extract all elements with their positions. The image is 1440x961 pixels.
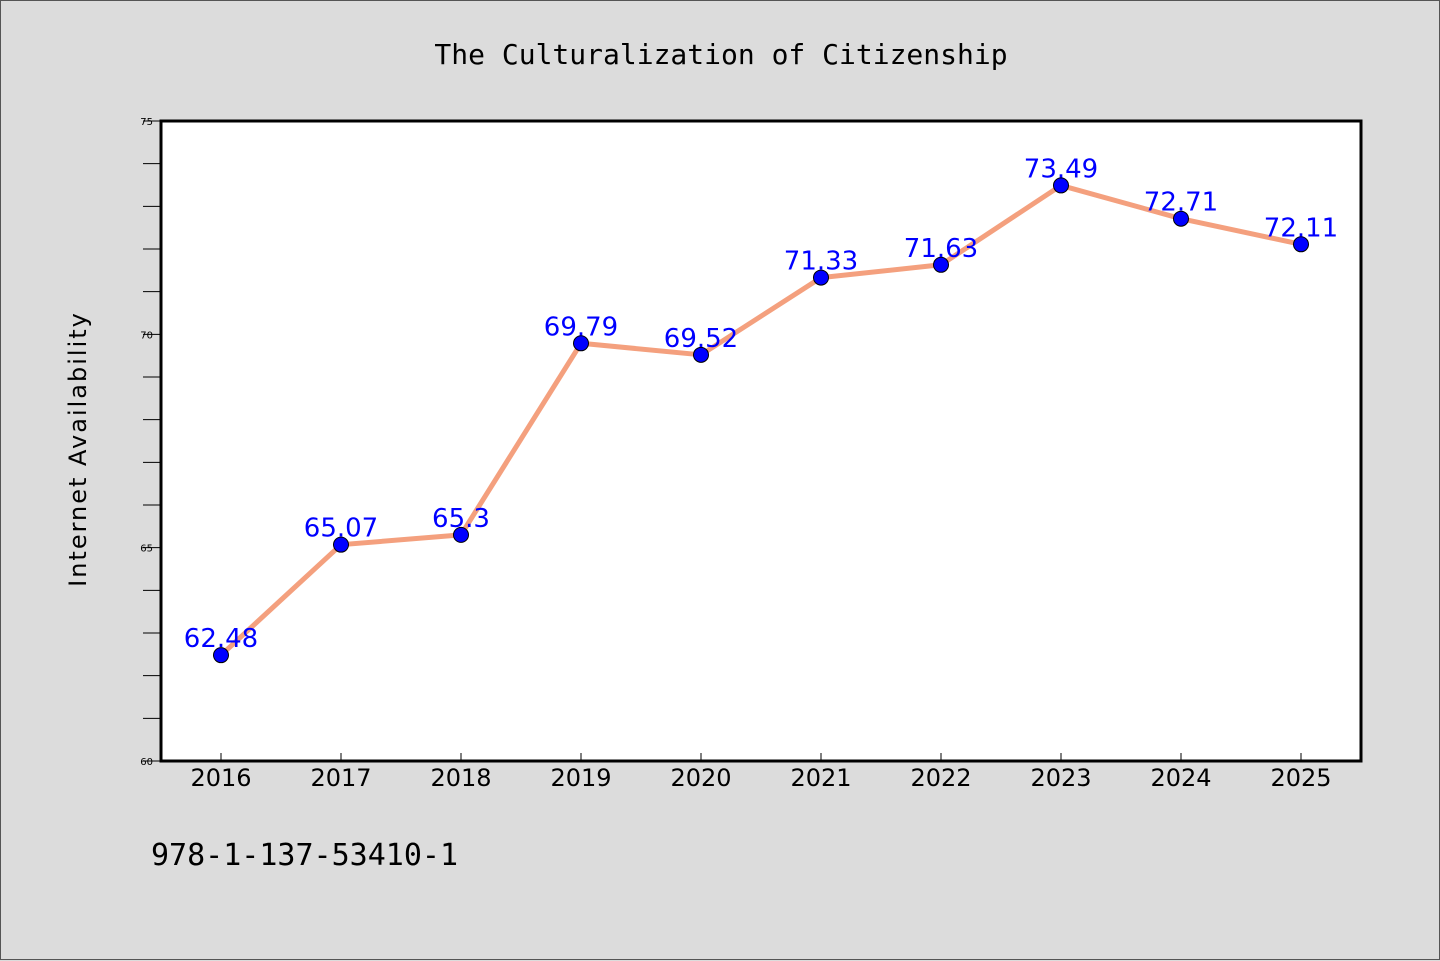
x-tick-label: 2016 [190,764,251,792]
x-tick-label: 2023 [1030,764,1091,792]
y-tick-label: 70 [140,330,153,341]
data-label: 71.63 [904,234,978,264]
data-point [453,526,469,543]
chart-title: The Culturalization of Citizenship [434,38,1007,71]
data-point [213,647,229,664]
data-point [1173,210,1189,227]
data-point [1053,177,1069,194]
y-tick-label: 75 [140,117,153,128]
x-tick-label: 2025 [1270,764,1331,792]
data-label: 73.49 [1024,154,1098,184]
data-label: 69.79 [544,312,618,342]
data-point [333,536,349,553]
x-tick-label: 2022 [910,764,971,792]
data-point [693,346,709,363]
data-label: 65.3 [432,504,490,534]
data-label: 72.71 [1144,188,1218,218]
data-point [573,335,589,352]
data-label: 69.52 [664,324,738,354]
data-point [1293,236,1309,253]
data-label: 71.33 [784,247,858,277]
y-tick-label: 65 [140,544,153,555]
x-tick-label: 2018 [430,764,491,792]
x-tick-label: 2020 [670,764,731,792]
plot-frame [159,119,1363,763]
plot-area: 60 65 70 75 2016 2017 2018 2019 2020 2021 2022 2023… [140,117,1363,792]
data-point [813,269,829,286]
x-tick-label: 2019 [550,764,611,792]
data-label: 72.11 [1264,213,1338,243]
x-tick-label: 2017 [310,764,371,792]
x-tick-label: 2021 [790,764,851,792]
x-tick-label: 2024 [1150,764,1211,792]
y-tick-label: 60 [140,757,153,768]
data-label: 62.48 [184,624,258,654]
y-axis-label: Internet Availability [64,311,92,587]
data-point [933,256,949,273]
series-line [219,182,1302,658]
footer-identifier: 978-1-137-53410-1 [151,838,458,873]
data-label: 65.07 [304,514,378,544]
